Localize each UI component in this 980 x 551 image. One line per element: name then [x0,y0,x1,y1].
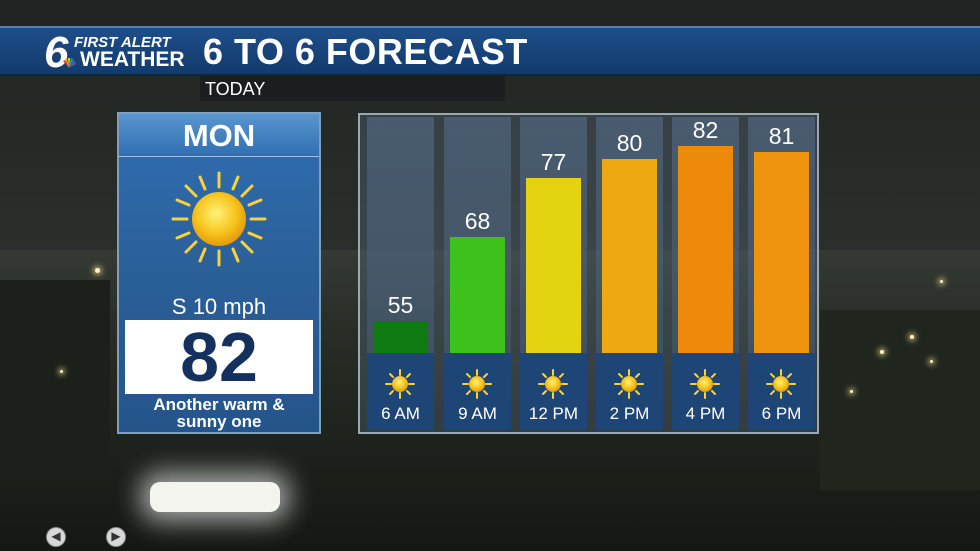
hour-column: 77 12 PM [520,117,587,430]
temperature-label: 77 [540,149,567,175]
sun-icon [690,369,720,399]
sun-icon [766,369,796,399]
next-arrow-icon: ▶ [111,529,121,543]
hour-column: 55 6 AM [367,117,434,430]
page-title: 6 TO 6 FORECAST [203,31,528,72]
logo-line2: WEATHER [80,48,185,71]
hour-column: 81 6 PM [748,117,815,430]
time-label: 12 PM [528,404,579,423]
high-temp: 82 [180,318,258,396]
hourly-temperature-chart: 55 6 AM 68 9 AM 77 12 PM 80 2 PM 82 4 PM 81 6 PM [358,113,819,434]
day-name: MON [182,118,256,153]
hour-column: 80 2 PM [596,117,663,430]
city-light [880,350,884,354]
next-button[interactable]: ▶ [106,527,126,547]
description-line1: Another warm & [153,395,285,414]
time-label: 4 PM [685,404,726,423]
city-light [95,268,100,273]
temperature-label: 81 [768,123,795,149]
hour-column: 82 4 PM [672,117,739,430]
city-light [930,360,933,363]
station-logo: 6 FIRST ALERT WEATHER [44,28,194,77]
time-label: 6 PM [761,404,802,423]
sun-icon [171,171,267,267]
period-bar: TODAY [200,76,505,101]
sun-icon [538,369,568,399]
logo-number: 6 [44,28,69,77]
peacock-icon [63,58,76,68]
previous-button[interactable]: ◀ [46,527,66,547]
temperature-bar [373,321,428,353]
temperature-bar [450,237,505,353]
time-label: 2 PM [609,404,650,423]
city-light [60,370,63,373]
temperature-label: 68 [464,208,491,234]
time-label: 9 AM [458,404,497,423]
building [0,280,110,480]
sun-icon [385,369,415,399]
temperature-label: 80 [616,130,643,156]
temperature-bar [602,159,657,353]
column-background [367,117,434,353]
city-light [910,335,914,339]
sun-icon [614,369,644,399]
wind-speed: S 10 mph [171,294,267,319]
city-light [940,280,943,283]
description-line2: sunny one [176,412,262,431]
temperature-label: 55 [387,292,414,318]
time-label: 6 AM [381,404,420,423]
temperature-bar [526,178,581,353]
forecast-description: Another warm & sunny one [119,396,319,430]
city-light [850,390,853,393]
high-temp-box: 82 [125,320,313,394]
temperature-bar [754,152,809,353]
temperature-bar [678,146,733,353]
period-label: TODAY [205,79,266,99]
logo-line1: FIRST ALERT [74,34,171,51]
stadium-light [150,482,280,512]
building [820,310,980,490]
day-summary-panel: MON S 10 mph 82 Another warm & sunny one [117,112,321,434]
temperature-label: 82 [692,117,719,143]
day-header: MON [119,114,319,157]
sun-icon [462,369,492,399]
header-bar: 6 FIRST ALERT WEATHER 6 TO 6 FORECAST [0,26,980,77]
previous-arrow-icon: ◀ [51,529,61,543]
hour-column: 68 9 AM [444,117,511,430]
